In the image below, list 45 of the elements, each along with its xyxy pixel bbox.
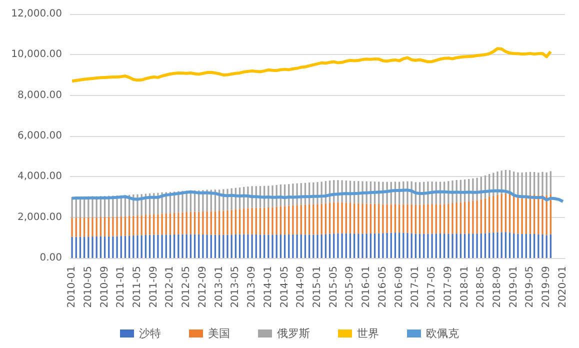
y-tick-label: 4,000.00 [17,171,62,182]
y-tick-label: 0.00 [40,252,62,264]
x-tick-label: 2016-01 [361,266,372,308]
x-tick-label: 2013-01 [214,266,225,308]
x-tick-label: 2018-09 [492,266,503,308]
x-tick-label: 2011-05 [132,266,143,308]
x-tick-label: 2019-01 [508,266,520,308]
x-tick-label: 2017-05 [426,266,438,308]
x-tick-label: 2012-09 [197,266,208,308]
y-tick-label: 10,000.00 [11,49,62,60]
x-tick-label: 2015-01 [312,266,323,308]
x-tick-label: 2011-01 [116,266,127,308]
x-tick-label: 2010-01 [66,266,78,308]
line-series [70,188,564,203]
x-tick-label: 2017-01 [410,266,422,308]
x-tick-label: 2015-09 [344,266,356,308]
x-tick-label: 2012-01 [164,266,176,308]
x-tick-label: 2014-09 [296,266,307,308]
x-tick-label: 2015-05 [328,266,340,308]
x-tick-label: 2013-05 [230,266,242,308]
x-tick-label: 2010-05 [82,266,94,308]
x-tick-label: 2016-05 [377,266,388,308]
x-tick-label: 2011-09 [148,266,160,308]
legend-label: 欧佩克 [426,327,459,340]
x-tick-label: 2019-09 [541,266,552,308]
x-tick-label: 2014-01 [262,266,274,308]
x-tick-label: 2013-09 [246,266,258,308]
y-tick-label: 6,000.00 [17,130,62,142]
y-tick-label: 12,000.00 [11,8,62,20]
x-tick-label: 2010-09 [99,266,110,308]
x-tick-label: 2020-01 [557,266,568,308]
legend-label: 美国 [208,327,230,340]
x-tick-label: 2018-01 [459,266,470,308]
legend-label: 俄罗斯 [277,327,310,340]
x-tick-label: 2019-05 [524,266,536,308]
legend-label: 世界 [357,327,379,340]
x-tick-label: 2012-05 [181,266,192,308]
legend-label: 沙特 [139,327,161,340]
x-tick-label: 2014-05 [279,266,290,308]
line-series [70,47,552,83]
x-tick-label: 2018-05 [476,266,487,308]
x-tick-label: 2017-09 [442,266,454,308]
y-tick-label: 8,000.00 [17,90,62,101]
x-tick-label: 2016-09 [394,266,405,308]
y-tick-label: 2,000.00 [17,212,62,223]
